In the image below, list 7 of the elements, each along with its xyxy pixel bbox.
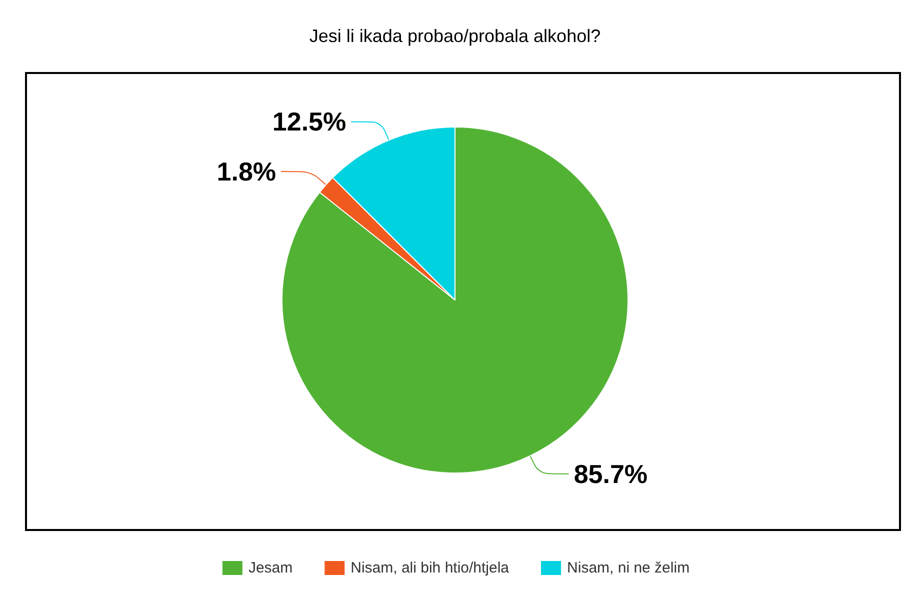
data-label: 12.5%: [272, 106, 346, 137]
chart-title: Jesi li ikada probao/probala alkohol?: [309, 26, 601, 46]
data-label: 85.7%: [574, 458, 648, 489]
legend-label: Nisam, ni ne želim: [567, 560, 690, 576]
data-label: 1.8%: [216, 156, 276, 186]
legend-label: Jesam: [248, 560, 293, 576]
legend-label: Nisam, ali bih htio/htjela: [350, 560, 510, 576]
